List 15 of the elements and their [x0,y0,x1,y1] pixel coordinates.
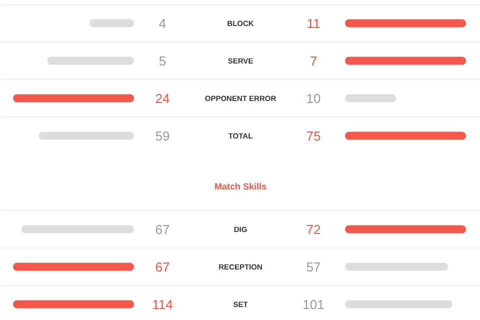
data-label: 59 [155,128,170,144]
data-label: 57 [306,259,321,274]
data-label: 5 [158,53,166,68]
data-label: 4 [158,16,166,31]
data-label: 7 [310,53,318,68]
data-label: 10 [306,90,321,106]
data-label: 72 [306,222,321,237]
data-label: 75 [306,128,321,144]
text: Match Skills [214,182,267,192]
data-label: 101 [302,296,324,312]
data-label: 67 [155,259,170,274]
data-label: 67 [155,222,170,237]
data-label: 114 [152,296,173,312]
data-label: 11 [306,16,320,31]
data-label: 24 [155,90,170,106]
